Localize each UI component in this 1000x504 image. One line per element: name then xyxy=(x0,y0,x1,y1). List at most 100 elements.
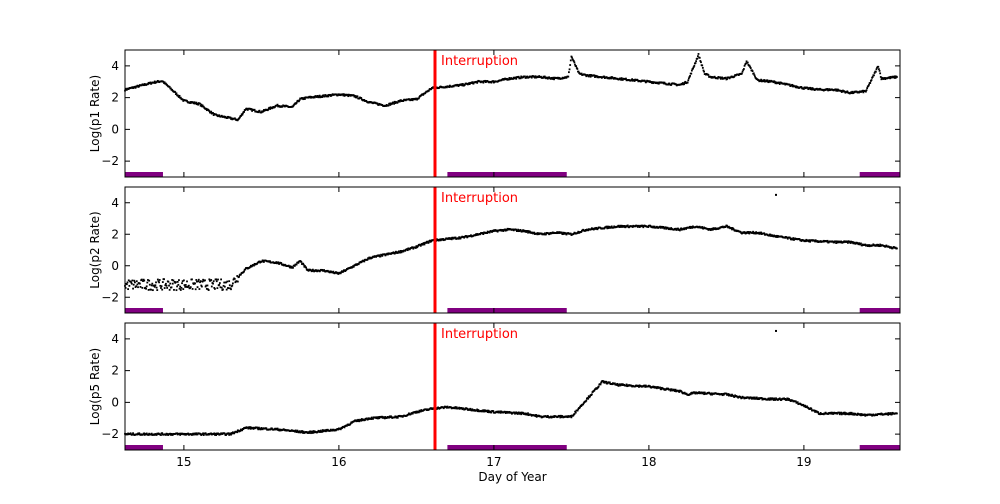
data-point xyxy=(650,81,653,83)
data-point xyxy=(310,269,312,272)
data-point xyxy=(220,278,222,281)
data-point xyxy=(479,233,482,236)
data-point xyxy=(225,288,228,291)
data-point xyxy=(524,75,526,78)
data-point xyxy=(205,287,208,290)
data-point xyxy=(661,226,664,229)
data-point xyxy=(309,430,312,433)
data-point xyxy=(127,88,130,90)
data-point xyxy=(197,103,200,106)
data-point xyxy=(435,408,438,411)
data-point xyxy=(446,405,449,408)
data-point xyxy=(415,97,418,100)
data-point xyxy=(196,286,199,289)
data-point xyxy=(406,249,409,252)
data-point xyxy=(228,284,231,287)
data-point xyxy=(329,271,332,274)
data-point xyxy=(526,75,529,78)
data-point xyxy=(512,228,515,231)
data-point xyxy=(580,405,583,407)
data-point xyxy=(226,280,229,283)
data-point xyxy=(725,392,728,395)
data-point xyxy=(770,398,772,401)
data-point xyxy=(311,268,314,271)
data-point xyxy=(326,269,329,272)
data-point xyxy=(145,285,148,288)
data-point xyxy=(616,382,619,385)
data-point xyxy=(758,232,761,235)
data-point xyxy=(745,60,748,63)
data-point xyxy=(596,228,599,231)
data-point xyxy=(804,404,807,407)
data-point xyxy=(442,238,444,240)
data-point xyxy=(220,286,223,289)
data-point xyxy=(124,286,127,289)
y-tick-label: 0 xyxy=(111,259,119,273)
data-point xyxy=(342,270,345,273)
data-point xyxy=(696,57,699,60)
data-point xyxy=(316,270,319,273)
data-point xyxy=(506,229,508,232)
data-point xyxy=(775,234,778,237)
data-point xyxy=(132,283,135,286)
data-point xyxy=(261,428,264,431)
data-point xyxy=(675,83,678,86)
y-tick-label: 2 xyxy=(111,227,119,241)
data-point-outlier xyxy=(775,193,777,196)
data-point xyxy=(387,104,390,107)
data-point xyxy=(342,93,345,96)
data-point xyxy=(249,426,252,429)
data-point xyxy=(834,240,837,243)
data-point xyxy=(430,88,433,90)
data-point xyxy=(662,226,665,229)
data-point xyxy=(142,278,145,281)
data-point xyxy=(603,227,606,230)
data-point xyxy=(222,284,225,287)
data-point xyxy=(546,416,549,418)
data-point xyxy=(816,240,819,242)
data-point xyxy=(492,80,495,83)
data-point xyxy=(300,261,303,263)
data-point xyxy=(483,410,486,413)
data-point xyxy=(669,389,672,392)
data-point xyxy=(168,85,171,88)
data-point xyxy=(811,87,814,89)
data-point xyxy=(535,414,537,416)
data-point xyxy=(553,416,555,419)
data-point xyxy=(165,434,167,436)
data-point xyxy=(689,75,691,77)
data-point xyxy=(259,428,262,431)
data-point xyxy=(662,81,665,84)
data-point xyxy=(603,380,606,383)
data-point xyxy=(363,260,366,263)
data-point xyxy=(137,286,139,289)
data-point xyxy=(848,412,851,415)
data-point xyxy=(399,251,402,254)
data-point xyxy=(530,413,532,416)
data-point xyxy=(692,67,694,70)
data-point xyxy=(238,275,240,278)
data-point xyxy=(355,96,358,99)
data-point xyxy=(836,89,839,92)
data-point xyxy=(887,412,890,414)
data-point xyxy=(326,95,329,98)
data-point xyxy=(303,96,306,99)
data-point xyxy=(727,394,730,397)
data-point xyxy=(318,95,320,98)
data-point xyxy=(896,76,898,78)
data-point xyxy=(181,282,183,285)
data-point xyxy=(662,82,665,85)
data-point xyxy=(603,75,606,78)
data-point xyxy=(393,416,396,419)
data-point xyxy=(349,423,351,426)
data-point xyxy=(305,266,308,269)
data-point xyxy=(324,429,327,432)
data-point xyxy=(163,287,166,289)
data-point xyxy=(546,414,549,417)
data-point xyxy=(804,240,807,243)
data-point xyxy=(517,228,519,231)
data-point xyxy=(605,225,608,228)
data-point xyxy=(550,77,552,80)
data-point xyxy=(302,263,305,266)
data-point xyxy=(179,96,182,99)
